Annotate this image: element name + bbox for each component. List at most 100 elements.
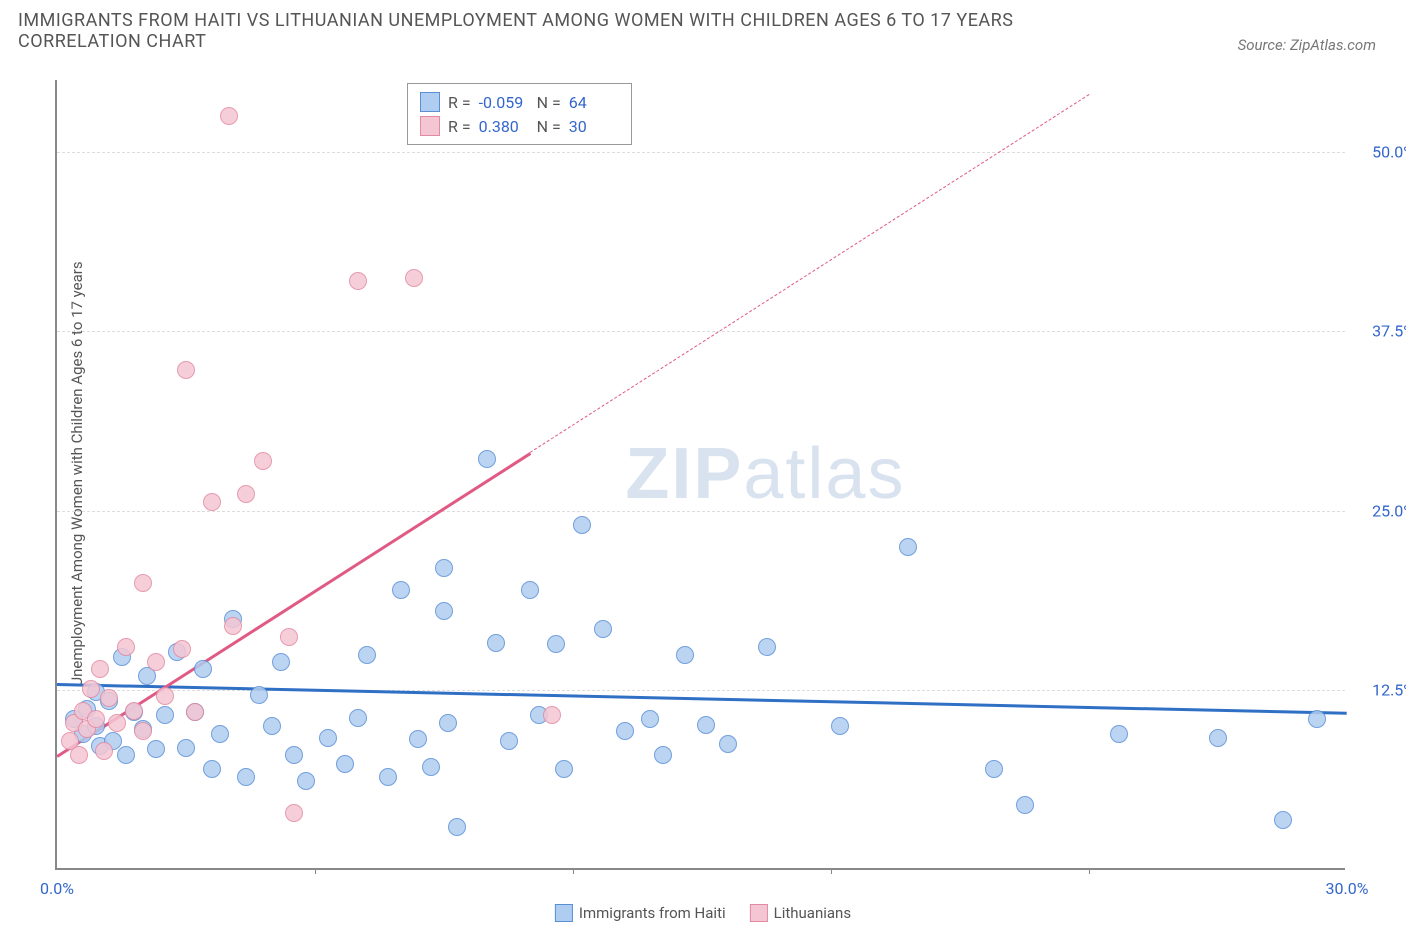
x-minor-tick bbox=[831, 868, 832, 874]
correlation-stats-box: R =-0.059N =64R =0.380N =30 bbox=[407, 83, 632, 145]
scatter-point bbox=[758, 638, 776, 656]
legend-swatch bbox=[555, 904, 573, 922]
scatter-point bbox=[676, 646, 694, 664]
scatter-point bbox=[1110, 725, 1128, 743]
scatter-chart: Unemployment Among Women with Children A… bbox=[55, 80, 1345, 870]
scatter-point bbox=[203, 493, 221, 511]
scatter-point bbox=[555, 760, 573, 778]
scatter-point bbox=[117, 638, 135, 656]
x-minor-tick bbox=[315, 868, 316, 874]
scatter-point bbox=[156, 687, 174, 705]
scatter-point bbox=[177, 361, 195, 379]
chart-title: IMMIGRANTS FROM HAITI VS LITHUANIAN UNEM… bbox=[18, 10, 1118, 52]
scatter-point bbox=[654, 746, 672, 764]
trend-line-dashed bbox=[530, 94, 1090, 453]
scatter-point bbox=[147, 653, 165, 671]
x-tick-label: 0.0% bbox=[40, 879, 74, 898]
scatter-point bbox=[285, 746, 303, 764]
watermark-bold: ZIP bbox=[625, 434, 743, 514]
scatter-point bbox=[70, 746, 88, 764]
scatter-point bbox=[1016, 796, 1034, 814]
scatter-point bbox=[224, 617, 242, 635]
legend-label: Immigrants from Haiti bbox=[579, 904, 726, 922]
y-tick-label: 25.0% bbox=[1355, 501, 1406, 520]
scatter-point bbox=[358, 646, 376, 664]
scatter-point bbox=[899, 538, 917, 556]
scatter-point bbox=[156, 706, 174, 724]
x-minor-tick bbox=[1089, 868, 1090, 874]
scatter-point bbox=[487, 634, 505, 652]
scatter-point bbox=[173, 640, 191, 658]
scatter-point bbox=[177, 739, 195, 757]
scatter-point bbox=[349, 272, 367, 290]
legend-label: Lithuanians bbox=[774, 904, 851, 922]
r-label: R = bbox=[448, 93, 471, 112]
source-attribution: Source: ZipAtlas.com bbox=[1238, 36, 1376, 54]
watermark-light: atlas bbox=[743, 434, 905, 514]
grid-line bbox=[57, 152, 1345, 153]
scatter-point bbox=[250, 686, 268, 704]
scatter-point bbox=[134, 574, 152, 592]
scatter-point bbox=[95, 742, 113, 760]
scatter-point bbox=[194, 660, 212, 678]
watermark: ZIPatlas bbox=[625, 433, 905, 515]
n-label: N = bbox=[537, 93, 561, 112]
scatter-point bbox=[379, 768, 397, 786]
scatter-point bbox=[319, 729, 337, 747]
scatter-point bbox=[547, 635, 565, 653]
series-legend: Immigrants from Haiti Lithuanians bbox=[555, 904, 851, 922]
scatter-point bbox=[500, 732, 518, 750]
scatter-point bbox=[147, 740, 165, 758]
scatter-point bbox=[108, 714, 126, 732]
scatter-point bbox=[186, 703, 204, 721]
scatter-point bbox=[336, 755, 354, 773]
r-value: -0.059 bbox=[479, 93, 529, 112]
scatter-point bbox=[254, 452, 272, 470]
r-value: 0.380 bbox=[479, 117, 529, 136]
scatter-point bbox=[439, 714, 457, 732]
n-value: 64 bbox=[569, 93, 619, 112]
scatter-point bbox=[285, 804, 303, 822]
scatter-point bbox=[1209, 729, 1227, 747]
scatter-point bbox=[272, 653, 290, 671]
scatter-point bbox=[422, 758, 440, 776]
scatter-point bbox=[100, 689, 118, 707]
scatter-point bbox=[409, 730, 427, 748]
n-label: N = bbox=[537, 117, 561, 136]
scatter-point bbox=[117, 746, 135, 764]
scatter-point bbox=[220, 107, 238, 125]
legend-item: Lithuanians bbox=[750, 904, 851, 922]
scatter-point bbox=[349, 709, 367, 727]
scatter-point bbox=[134, 722, 152, 740]
scatter-point bbox=[641, 710, 659, 728]
y-tick-label: 37.5% bbox=[1355, 322, 1406, 341]
scatter-point bbox=[448, 818, 466, 836]
scatter-point bbox=[405, 269, 423, 287]
scatter-point bbox=[719, 735, 737, 753]
scatter-point bbox=[211, 725, 229, 743]
scatter-point bbox=[392, 581, 410, 599]
scatter-point bbox=[297, 772, 315, 790]
n-value: 30 bbox=[569, 117, 619, 136]
scatter-point bbox=[697, 716, 715, 734]
scatter-point bbox=[82, 680, 100, 698]
scatter-point bbox=[985, 760, 1003, 778]
legend-item: Immigrants from Haiti bbox=[555, 904, 726, 922]
scatter-point bbox=[91, 660, 109, 678]
scatter-point bbox=[237, 768, 255, 786]
scatter-point bbox=[87, 710, 105, 728]
scatter-point bbox=[1274, 811, 1292, 829]
grid-line bbox=[57, 511, 1345, 512]
scatter-point bbox=[478, 450, 496, 468]
scatter-point bbox=[616, 722, 634, 740]
scatter-point bbox=[125, 702, 143, 720]
y-tick-label: 12.5% bbox=[1355, 681, 1406, 700]
legend-swatch bbox=[420, 92, 440, 112]
x-minor-tick bbox=[573, 868, 574, 874]
scatter-point bbox=[280, 628, 298, 646]
x-tick-label: 30.0% bbox=[1326, 879, 1369, 898]
y-tick-label: 50.0% bbox=[1355, 142, 1406, 161]
scatter-point bbox=[1308, 710, 1326, 728]
scatter-point bbox=[543, 706, 561, 724]
legend-swatch bbox=[420, 116, 440, 136]
